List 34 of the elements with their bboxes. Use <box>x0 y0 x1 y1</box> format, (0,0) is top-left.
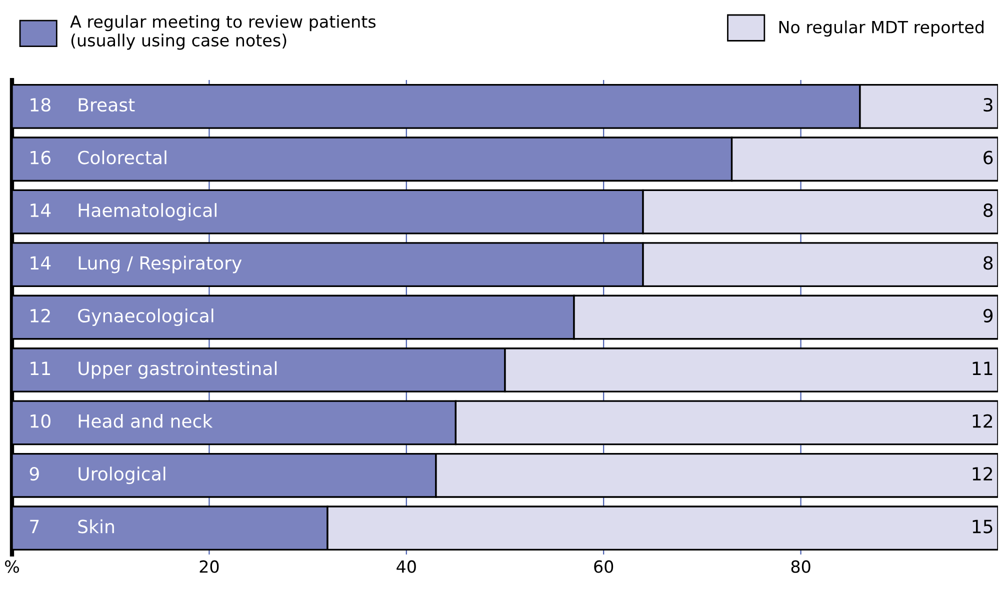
y-tick-label: Head and neck <box>78 414 213 428</box>
y-tick-label: Urological <box>78 466 166 484</box>
y-tick-label: Gynaecological <box>78 308 214 326</box>
annotation: 18 <box>30 98 50 112</box>
annotation: 12 <box>972 466 992 480</box>
annotation: 12 <box>972 414 992 428</box>
annotation: 8 <box>984 203 993 218</box>
annotation: 11 <box>972 362 992 375</box>
y-tick-label: Skin <box>78 519 114 534</box>
annotation: 6 <box>984 150 993 164</box>
y-tick-label: Lung / Respiratory <box>78 256 242 274</box>
annotation: 8 <box>984 256 993 270</box>
legend-label: No regular MDT reported <box>779 20 984 37</box>
annotation: 12 <box>30 308 50 322</box>
annotation: 3 <box>984 98 992 112</box>
annotation: 11 <box>30 362 50 375</box>
x-tick-label: 80 <box>791 560 810 573</box>
legend-label: A regular meeting to review patients (usually using case notes) <box>70 15 376 50</box>
x-tick-label: 40 <box>396 560 416 573</box>
x-tick-label: 20 <box>200 560 219 573</box>
annotation: 16 <box>30 150 51 164</box>
annotation: 10 <box>30 414 50 428</box>
y-tick-label: Haematological <box>78 203 216 221</box>
annotation: 9 <box>30 466 39 481</box>
annotation: 15 <box>972 520 992 534</box>
annotation: 14 <box>30 204 51 217</box>
y-tick-label: Colorectal <box>78 150 166 164</box>
annotation: 14 <box>30 256 51 270</box>
y-tick-label: Breast <box>78 98 135 112</box>
x-tick-label: 60 <box>594 560 614 573</box>
annotation: 7 <box>30 520 39 534</box>
y-tick-label: Upper gastrointestinal <box>78 361 277 379</box>
x-tick-label: % <box>5 560 19 573</box>
annotation: 9 <box>983 308 993 322</box>
